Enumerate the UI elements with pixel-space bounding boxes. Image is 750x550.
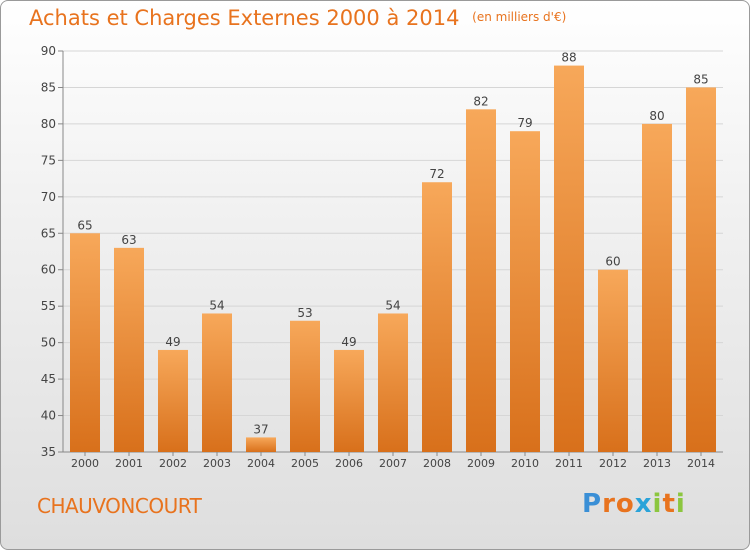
x-tick-label: 2011: [555, 457, 583, 470]
bar: [246, 437, 276, 452]
data-label: 82: [473, 94, 488, 108]
logo-letter: o: [615, 489, 635, 519]
x-tick-label: 2001: [115, 457, 143, 470]
chart-unit-subtitle: (en milliers d'€): [472, 10, 567, 24]
x-tick-label: 2009: [467, 457, 495, 470]
y-tick-label: 75: [41, 153, 56, 167]
y-tick-labels: 35 40 45 50 55 60 65 70 75 80 85 90: [41, 44, 63, 459]
data-label: 79: [517, 116, 532, 130]
x-tick-label: 2014: [687, 457, 715, 470]
bar: [554, 65, 584, 452]
y-tick-label: 40: [41, 409, 56, 423]
x-tick-label: 2008: [423, 457, 451, 470]
x-tick-label: 2004: [247, 457, 275, 470]
bar: [202, 313, 232, 452]
bar: [158, 349, 188, 452]
bar: [510, 131, 540, 452]
logo-letter: i: [675, 489, 686, 519]
x-tick-labels: 2000 2001 2002 2003 2004 2005 2006 2007 2008 2009…: [71, 452, 715, 470]
bar: [290, 320, 320, 452]
data-labels: 65 63 49 54 37 53 49 54 72 82 79 88 60 80 85: [77, 51, 708, 437]
y-tick-label: 60: [41, 263, 56, 277]
chart-title-text: Achats et Charges Externes 2000 à 2014: [29, 6, 460, 30]
data-label: 49: [165, 335, 180, 349]
data-label: 54: [385, 298, 400, 312]
data-label: 49: [341, 335, 356, 349]
chart-title: Achats et Charges Externes 2000 à 2014 (…: [29, 6, 566, 30]
commune-name: CHAUVONCOURT: [37, 494, 202, 518]
logo-letter: P: [582, 489, 603, 519]
logo-letter: x: [634, 489, 653, 519]
x-tick-label: 2000: [71, 457, 99, 470]
x-tick-label: 2013: [643, 457, 671, 470]
data-label: 65: [77, 218, 92, 232]
bar: [422, 182, 452, 452]
bar: [686, 87, 716, 453]
data-label: 60: [605, 255, 620, 269]
data-label: 54: [209, 298, 224, 312]
y-tick-label: 80: [41, 117, 56, 131]
data-label: 37: [253, 422, 268, 436]
x-tick-label: 2002: [159, 457, 187, 470]
bar: [466, 109, 496, 452]
data-label: 80: [649, 109, 664, 123]
bar: [114, 247, 144, 452]
bar: [334, 349, 364, 452]
bar: [598, 269, 628, 452]
x-tick-label: 2005: [291, 457, 319, 470]
data-label: 72: [429, 167, 444, 181]
y-tick-label: 90: [41, 44, 56, 58]
y-tick-label: 65: [41, 226, 56, 240]
data-label: 85: [693, 72, 708, 86]
data-label: 63: [121, 233, 136, 247]
x-tick-label: 2003: [203, 457, 231, 470]
bars: [70, 65, 716, 453]
logo-letter: r: [602, 489, 616, 519]
y-tick-label: 70: [41, 190, 56, 204]
x-tick-label: 2012: [599, 457, 627, 470]
proxiti-logo[interactable]: Proxiti: [582, 489, 686, 519]
y-tick-label: 55: [41, 299, 56, 313]
y-tick-label: 50: [41, 336, 56, 350]
data-label: 88: [561, 51, 576, 65]
bar: [378, 313, 408, 452]
bar: [70, 233, 100, 452]
x-tick-label: 2010: [511, 457, 539, 470]
bar: [642, 123, 672, 452]
logo-letter: i: [652, 489, 663, 519]
y-tick-label: 85: [41, 80, 56, 94]
y-tick-label: 45: [41, 372, 56, 386]
x-tick-label: 2006: [335, 457, 363, 470]
data-label: 53: [297, 306, 312, 320]
y-tick-label: 35: [41, 445, 56, 459]
x-tick-label: 2007: [379, 457, 407, 470]
logo-letter: t: [662, 489, 676, 519]
